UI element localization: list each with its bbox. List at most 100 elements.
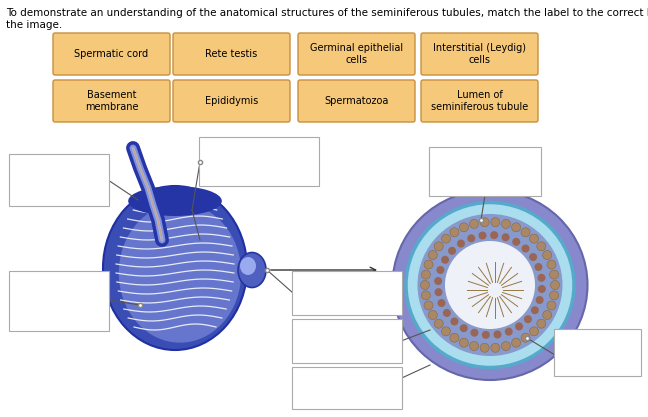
Ellipse shape — [434, 277, 442, 285]
Text: Lumen of
seminiferous tubule: Lumen of seminiferous tubule — [431, 90, 528, 112]
FancyBboxPatch shape — [421, 80, 538, 122]
Ellipse shape — [450, 228, 459, 237]
Ellipse shape — [531, 306, 539, 314]
Ellipse shape — [537, 319, 546, 328]
FancyBboxPatch shape — [554, 329, 641, 376]
Text: Spermatozoa: Spermatozoa — [324, 96, 389, 106]
Ellipse shape — [421, 291, 430, 300]
Ellipse shape — [542, 251, 551, 259]
Ellipse shape — [502, 219, 511, 229]
FancyBboxPatch shape — [292, 271, 402, 315]
Ellipse shape — [424, 260, 433, 269]
Ellipse shape — [128, 186, 222, 216]
Ellipse shape — [417, 214, 562, 356]
Ellipse shape — [103, 186, 247, 350]
FancyBboxPatch shape — [298, 80, 415, 122]
Ellipse shape — [436, 266, 445, 274]
Ellipse shape — [521, 228, 530, 237]
Ellipse shape — [441, 327, 450, 336]
Ellipse shape — [491, 343, 500, 352]
Ellipse shape — [470, 329, 478, 337]
Ellipse shape — [421, 281, 430, 289]
Text: the image.: the image. — [6, 20, 62, 30]
Ellipse shape — [450, 317, 458, 326]
Ellipse shape — [536, 296, 544, 304]
Ellipse shape — [119, 203, 241, 343]
FancyBboxPatch shape — [292, 319, 402, 363]
Ellipse shape — [460, 324, 468, 332]
Ellipse shape — [445, 241, 535, 329]
Ellipse shape — [470, 219, 478, 229]
Text: Spermatic cord: Spermatic cord — [75, 49, 148, 59]
Ellipse shape — [512, 223, 520, 232]
Ellipse shape — [428, 311, 437, 319]
Text: To demonstrate an understanding of the anatomical structures of the seminiferous: To demonstrate an understanding of the a… — [6, 8, 648, 18]
Ellipse shape — [482, 331, 490, 339]
Ellipse shape — [480, 218, 489, 227]
Ellipse shape — [529, 327, 538, 336]
Ellipse shape — [512, 338, 520, 347]
Ellipse shape — [459, 338, 469, 347]
Ellipse shape — [443, 309, 451, 317]
Ellipse shape — [491, 218, 500, 227]
FancyBboxPatch shape — [421, 33, 538, 75]
Ellipse shape — [542, 311, 551, 319]
Ellipse shape — [515, 322, 523, 330]
Ellipse shape — [480, 343, 489, 352]
Ellipse shape — [550, 270, 559, 279]
Ellipse shape — [537, 274, 546, 282]
Ellipse shape — [529, 253, 537, 261]
FancyBboxPatch shape — [292, 367, 402, 409]
Ellipse shape — [441, 256, 449, 264]
Ellipse shape — [428, 251, 437, 259]
FancyBboxPatch shape — [53, 33, 170, 75]
Ellipse shape — [524, 315, 532, 323]
Ellipse shape — [502, 342, 511, 351]
Ellipse shape — [450, 333, 459, 342]
Ellipse shape — [437, 299, 445, 307]
Text: Basement
membrane: Basement membrane — [85, 90, 138, 112]
Text: Rete testis: Rete testis — [205, 49, 258, 59]
Ellipse shape — [448, 247, 456, 255]
Ellipse shape — [478, 231, 487, 239]
FancyBboxPatch shape — [9, 271, 109, 331]
Ellipse shape — [435, 288, 443, 296]
Ellipse shape — [457, 239, 465, 248]
Ellipse shape — [470, 342, 478, 351]
Ellipse shape — [547, 301, 556, 310]
Text: Interstitial (Leydig)
cells: Interstitial (Leydig) cells — [433, 43, 526, 65]
Ellipse shape — [434, 319, 443, 328]
FancyBboxPatch shape — [173, 80, 290, 122]
Ellipse shape — [522, 244, 529, 253]
Ellipse shape — [547, 260, 556, 269]
Ellipse shape — [467, 234, 475, 242]
FancyBboxPatch shape — [298, 33, 415, 75]
Ellipse shape — [505, 328, 513, 336]
Ellipse shape — [393, 190, 588, 380]
Ellipse shape — [406, 203, 574, 367]
Ellipse shape — [535, 263, 542, 271]
Ellipse shape — [434, 242, 443, 251]
Ellipse shape — [502, 233, 509, 241]
Text: Germinal epithelial
cells: Germinal epithelial cells — [310, 43, 403, 65]
FancyBboxPatch shape — [173, 33, 290, 75]
Ellipse shape — [538, 285, 546, 293]
Ellipse shape — [550, 291, 559, 300]
Ellipse shape — [521, 333, 530, 342]
Ellipse shape — [537, 242, 546, 251]
Ellipse shape — [551, 281, 559, 289]
Ellipse shape — [424, 301, 433, 310]
FancyBboxPatch shape — [53, 80, 170, 122]
Ellipse shape — [494, 331, 502, 339]
Ellipse shape — [238, 253, 266, 287]
Text: Epididymis: Epididymis — [205, 96, 258, 106]
FancyBboxPatch shape — [429, 147, 541, 196]
Ellipse shape — [441, 234, 450, 243]
FancyBboxPatch shape — [9, 154, 109, 206]
Ellipse shape — [529, 234, 538, 243]
Ellipse shape — [512, 238, 520, 246]
FancyBboxPatch shape — [199, 137, 319, 186]
Ellipse shape — [490, 231, 498, 239]
Ellipse shape — [459, 223, 469, 232]
Ellipse shape — [421, 270, 430, 279]
